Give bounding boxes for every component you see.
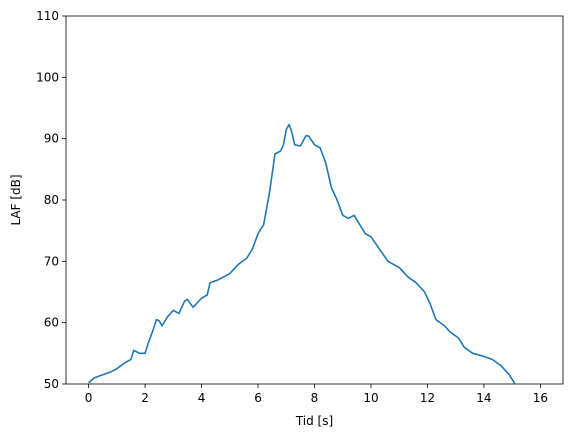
y-axis-label: LAF [dB] [9, 174, 23, 225]
x-tick-label: 0 [85, 391, 93, 405]
y-tick-label: 60 [44, 316, 59, 330]
y-tick-label: 110 [36, 9, 59, 23]
y-tick-label: 90 [44, 132, 59, 146]
x-tick-label: 14 [476, 391, 491, 405]
y-tick-label: 100 [36, 70, 59, 84]
x-axis-label: Tid [s] [295, 414, 333, 428]
x-tick-label: 2 [141, 391, 149, 405]
y-tick-label: 50 [44, 377, 59, 391]
x-tick-label: 8 [311, 391, 319, 405]
x-tick-label: 12 [420, 391, 435, 405]
y-tick-label: 80 [44, 193, 59, 207]
line-series [88, 123, 516, 384]
x-tick-label: 6 [254, 391, 262, 405]
plot-frame [65, 15, 564, 385]
x-tick-label: 4 [198, 391, 206, 405]
x-tick-label: 16 [533, 391, 548, 405]
y-tick-label: 70 [44, 254, 59, 268]
x-tick-label: 10 [363, 391, 378, 405]
